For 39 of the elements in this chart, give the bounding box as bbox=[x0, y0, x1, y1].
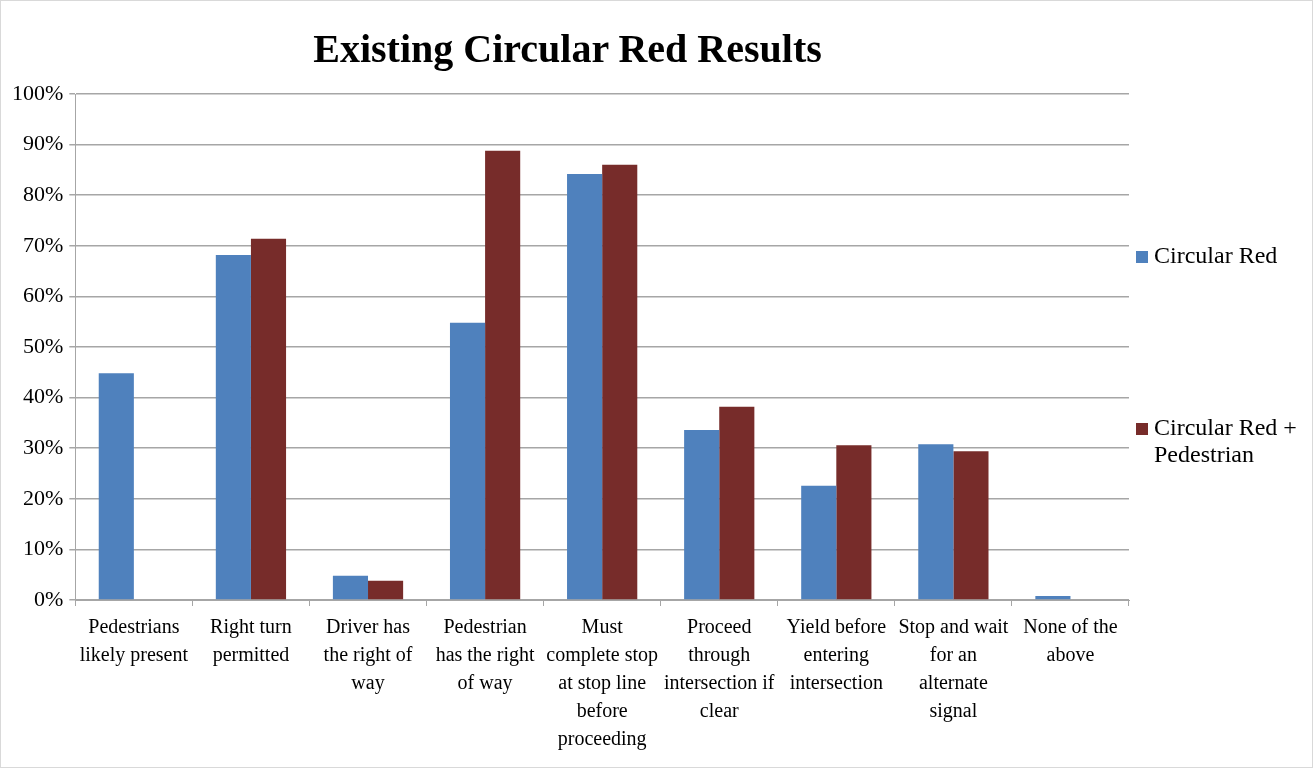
y-tick-label: 90% bbox=[23, 130, 64, 156]
bar bbox=[250, 238, 287, 600]
x-tick-label: Pedestrian has the right of way bbox=[435, 615, 535, 695]
y-tick-label: 10% bbox=[23, 535, 64, 561]
legend-label: Circular Red + Pedestrian bbox=[1154, 413, 1298, 468]
bar bbox=[918, 444, 954, 600]
legend-label: Circular Red bbox=[1154, 242, 1278, 270]
bar bbox=[1035, 595, 1071, 600]
x-tick-label: Pedestrians likely present bbox=[79, 615, 189, 667]
y-tick-label: 20% bbox=[23, 484, 64, 510]
y-tick-label: 60% bbox=[23, 282, 64, 308]
x-tick-label: Driver has the right of way bbox=[323, 615, 413, 695]
y-tick-label: 50% bbox=[23, 332, 64, 358]
bar bbox=[953, 451, 989, 600]
bar bbox=[719, 406, 755, 600]
y-tick-label: 40% bbox=[23, 383, 64, 409]
x-tick-label: Must complete stop at stop line before proceeding bbox=[546, 615, 658, 751]
bar bbox=[332, 575, 369, 600]
bar bbox=[801, 485, 837, 600]
x-tick-label: Right turn permitted bbox=[210, 615, 292, 667]
y-tick-label: 80% bbox=[23, 180, 64, 206]
y-tick-label: 0% bbox=[34, 585, 64, 611]
x-tick-label: None of the above bbox=[1023, 615, 1118, 666]
y-tick-label: 100% bbox=[12, 79, 64, 105]
bar bbox=[485, 150, 521, 600]
bar bbox=[449, 322, 486, 600]
y-tick-label: 70% bbox=[23, 231, 64, 257]
chart-title: Existing Circular Red Results bbox=[313, 26, 822, 72]
bar bbox=[98, 373, 134, 600]
x-tick-label: Proceed through intersection if clear bbox=[663, 615, 775, 722]
y-tick-label: 30% bbox=[23, 433, 64, 459]
bar bbox=[215, 254, 251, 600]
x-tick-label: Yield before entering intersection bbox=[786, 615, 887, 694]
bar bbox=[368, 580, 404, 600]
bar bbox=[836, 445, 872, 600]
bar bbox=[567, 173, 603, 600]
x-tick-label: Stop and wait for an alternate signal bbox=[898, 615, 1009, 723]
bar bbox=[684, 429, 720, 600]
bar bbox=[602, 164, 638, 600]
